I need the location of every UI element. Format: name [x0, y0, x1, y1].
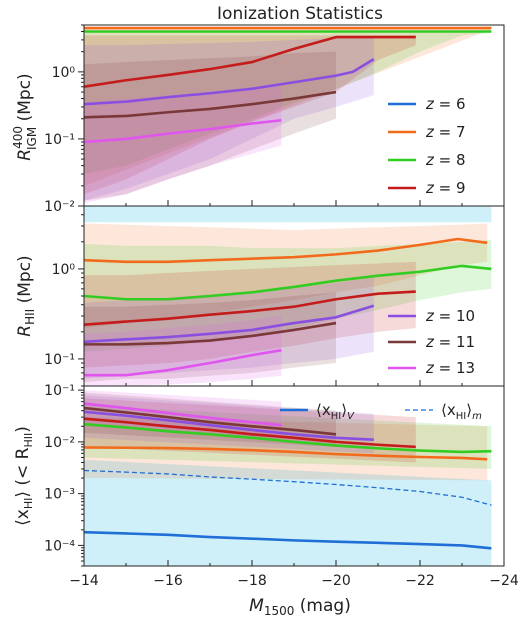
band-z-8: [84, 31, 492, 175]
legend-label: z = 9: [425, 179, 466, 197]
x-tick-label: −24: [489, 573, 519, 589]
legend-item-xhi-m: ⟨xHI⟩m: [405, 401, 482, 422]
y-tick-label: 10⁻²: [44, 435, 75, 451]
y-tick-label: 10⁻¹: [44, 383, 75, 399]
legend-item-z-13: z = 13: [388, 359, 475, 377]
x-tick-label: −14: [69, 573, 99, 589]
y-axis-label-r-hii: RHII (Mpc): [15, 255, 37, 336]
line-z-13: [84, 118, 282, 144]
panel-r-hii: 10⁻¹ 10⁰ z = 10 z = 11 z = 13: [44, 205, 505, 387]
legend-label: ⟨xHI⟩V: [316, 401, 355, 422]
legend-item-z-7: z = 7: [388, 123, 466, 141]
x-tick-label: −16: [153, 573, 183, 589]
y-tick-label: 10⁰: [52, 262, 76, 278]
line-z-11: [84, 321, 337, 346]
band-z-10: [84, 277, 374, 379]
line-z-9: [84, 290, 416, 326]
x-axis-label: M1500 (mag): [249, 596, 351, 618]
x-tick-label: −20: [321, 573, 351, 589]
band-z-8: [84, 239, 492, 352]
band-z-9: [84, 261, 416, 368]
line-z-10: [84, 410, 374, 442]
line-z-8: [84, 264, 492, 301]
line-z-9: [84, 417, 416, 449]
x-tick-label: −18: [237, 573, 267, 589]
legend-label: z = 11: [425, 333, 475, 351]
y-tick-label: 10⁻⁴: [44, 538, 75, 554]
legend-item-z-6: z = 6: [388, 95, 466, 113]
y-tick-label: 10⁰: [52, 65, 76, 81]
legend-item-z-11: z = 11: [388, 333, 475, 351]
y-tick-label: 10⁻³: [44, 487, 75, 503]
line-z-13: [84, 348, 282, 377]
y-tick-label: 10⁻¹: [44, 352, 75, 368]
legend-label: z = 13: [425, 359, 475, 377]
band-z-6: [84, 206, 492, 223]
band-z-13: [84, 315, 282, 386]
line-z-9: [84, 35, 416, 89]
legend-item-z-10: z = 10: [388, 307, 475, 325]
line-z-7: [84, 446, 488, 461]
legend-item-z-9: z = 9: [388, 179, 466, 197]
legend-label: ⟨xHI⟩m: [441, 401, 482, 422]
x-axis: −14 −16 −18 −20 −22 −24: [69, 573, 519, 589]
band-z-11: [84, 292, 336, 383]
band-z-7: [84, 28, 492, 186]
legend-item-z-8: z = 8: [388, 151, 466, 169]
legend-item-xhi-v: ⟨xHI⟩V: [280, 401, 355, 422]
band-xhi-v: [84, 459, 492, 566]
x-tick-label: −22: [405, 573, 435, 589]
line-z-11: [84, 406, 337, 436]
y-tick-label: 10⁻¹: [44, 132, 75, 148]
legend-label: z = 7: [425, 123, 466, 141]
y-tick-label: 10⁻²: [44, 199, 75, 215]
figure-title: Ionization Statistics: [217, 4, 383, 24]
line-xhi-m: [84, 469, 492, 506]
legend-label: z = 8: [425, 151, 466, 169]
legend-label: z = 6: [425, 95, 466, 113]
line-z-11: [84, 90, 337, 119]
band-z-11: [84, 51, 336, 201]
line-z-10: [84, 57, 375, 106]
line-z-8: [84, 422, 492, 454]
line-z-7: [84, 237, 488, 264]
panel-r-igm: 10⁻² 10⁻¹ 10⁰ z = 6 z = 7 z = 8 z = 9: [44, 24, 505, 215]
line-z-13: [84, 402, 282, 427]
y-axis-label-r-igm: R400IGM (Mpc): [11, 73, 39, 160]
panel-x-hi: 10⁻⁴ 10⁻³ 10⁻² 10⁻¹ ⟨xHI⟩V ⟨xHI⟩m: [44, 383, 505, 567]
legend-label: z = 10: [425, 307, 475, 325]
line-xhi-v: [84, 530, 492, 550]
line-z-10: [84, 304, 375, 344]
y-axis-label-x-hi: ⟨xHI⟩ (< RHII): [13, 426, 35, 526]
